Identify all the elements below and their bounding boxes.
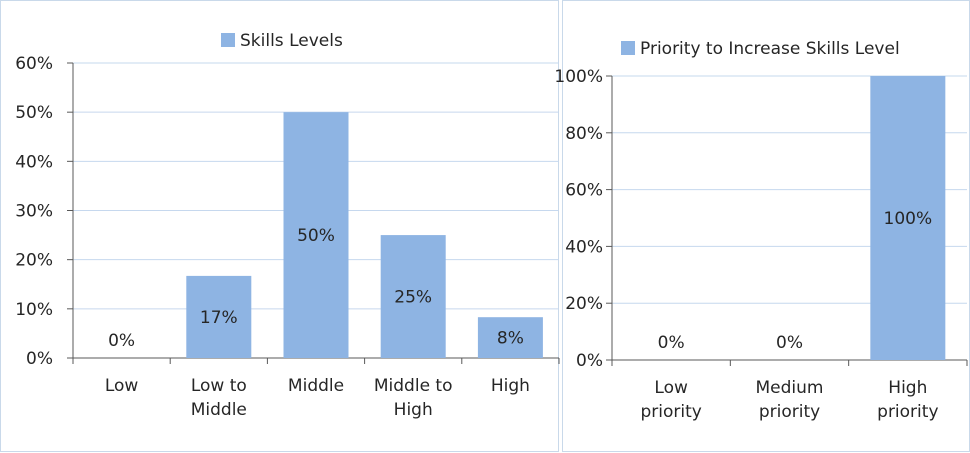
x-category-label: High <box>394 400 433 420</box>
x-category-label: priority <box>877 402 938 422</box>
y-tick-label: 20% <box>15 251 53 271</box>
y-tick-label: 40% <box>15 152 53 172</box>
x-category-label: Middle to <box>374 376 453 396</box>
data-label: 0% <box>658 333 685 353</box>
y-tick-label: 10% <box>15 300 53 320</box>
bar <box>380 235 446 358</box>
skills-levels-chart: 0% 10% 20% 30% 40% 50% 60% 0% Low 17% Low to Middle… <box>15 31 560 420</box>
y-tick-label: 100% <box>554 67 603 87</box>
data-label: 8% <box>497 329 524 349</box>
bar <box>477 317 543 358</box>
x-category-label: Low to <box>191 376 247 396</box>
x-category-label: priority <box>759 402 820 422</box>
bar <box>283 112 349 359</box>
legend-label: Priority to Increase Skills Level <box>640 39 900 59</box>
legend-swatch <box>221 33 235 47</box>
y-tick-label: 80% <box>565 124 603 144</box>
y-tick-label: 30% <box>15 202 53 222</box>
x-category-label: High <box>491 376 530 396</box>
x-category-label: High <box>888 378 927 398</box>
y-tick-label: 50% <box>15 103 53 123</box>
bar <box>186 275 252 358</box>
priority-chart-panel: 0% 20% 40% 60% 80% 100% 0% Low priority 0% Medium p… <box>554 0 970 452</box>
y-tick-label: 60% <box>15 54 53 74</box>
x-category-label: Medium <box>756 378 824 398</box>
data-label: 100% <box>884 209 933 229</box>
y-tick-label: 0% <box>576 351 603 371</box>
x-category-label: Low <box>105 376 139 396</box>
y-tick-label: 60% <box>565 181 603 201</box>
data-label: 17% <box>200 308 238 328</box>
legend-label: Skills Levels <box>240 31 343 51</box>
y-tick-label: 40% <box>565 237 603 257</box>
data-label: 0% <box>776 333 803 353</box>
skills-levels-chart-panel: 0% 10% 20% 30% 40% 50% 60% 0% Low 17% Low to Middle… <box>0 0 560 452</box>
bar <box>870 76 946 360</box>
data-label: 25% <box>394 288 432 308</box>
data-label: 0% <box>108 331 135 351</box>
y-tick-label: 20% <box>565 294 603 314</box>
x-category-label: Middle <box>191 400 247 420</box>
data-label: 50% <box>297 226 335 246</box>
legend-swatch <box>621 41 635 55</box>
x-category-label: Low <box>654 378 688 398</box>
x-category-label: Middle <box>288 376 344 396</box>
priority-chart: 0% 20% 40% 60% 80% 100% 0% Low priority 0% Medium p… <box>554 39 968 422</box>
x-category-label: priority <box>640 402 701 422</box>
y-tick-label: 0% <box>26 349 53 369</box>
